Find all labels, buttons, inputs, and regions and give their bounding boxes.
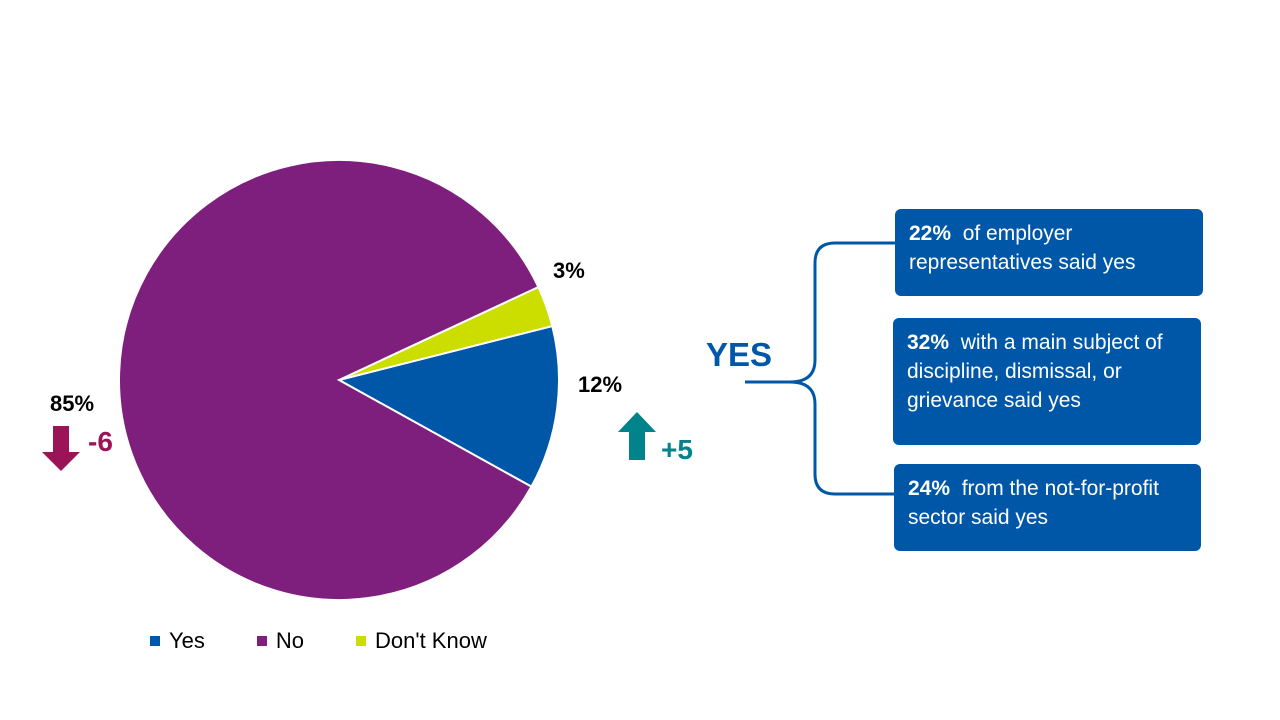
legend-label: No xyxy=(275,628,305,653)
callout-text: from the not-for-profit sector said yes xyxy=(908,477,1159,529)
callout-bracket xyxy=(745,241,895,496)
no-change: -6 xyxy=(88,426,113,457)
callout-text: of employer representatives said yes xyxy=(909,222,1136,274)
callout-employer-reps: 22% of employer representatives said yes xyxy=(895,209,1203,296)
legend-item-dont-know: Don't Know xyxy=(356,628,487,654)
legend-label: Don't Know xyxy=(375,628,487,653)
slice-label-no: 85% xyxy=(50,391,95,416)
slice-label-yes: 12% xyxy=(578,372,623,397)
legend: Yes No Don't Know xyxy=(150,628,539,654)
legend-swatch-no xyxy=(256,636,267,646)
callout-pct: 32% xyxy=(907,331,950,354)
pie-slices xyxy=(118,159,560,601)
legend-item-yes: Yes xyxy=(150,628,205,654)
callout-not-for-profit: 24% from the not-for-profit sector said … xyxy=(894,464,1201,551)
slice-label-dont-know: 3% xyxy=(553,258,585,283)
legend-label: Yes xyxy=(169,628,205,653)
yes-group-label: YES xyxy=(706,336,773,373)
yes-change: +5 xyxy=(661,434,693,465)
callout-text: with a main subject of discipline, dismi… xyxy=(907,331,1163,412)
legend-swatch-yes xyxy=(150,636,160,646)
callout-pct: 22% xyxy=(909,222,952,245)
legend-swatch-dont-know xyxy=(356,636,367,646)
arrow-down-icon xyxy=(42,426,80,471)
callout-pct: 24% xyxy=(908,477,951,500)
callout-main-subject: 32% with a main subject of discipline, d… xyxy=(893,318,1201,445)
legend-item-no: No xyxy=(256,628,305,654)
pie-slice-no xyxy=(118,159,540,601)
arrow-up-icon xyxy=(618,412,656,460)
